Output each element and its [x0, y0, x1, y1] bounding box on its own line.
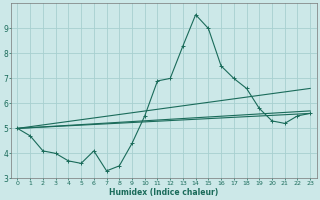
X-axis label: Humidex (Indice chaleur): Humidex (Indice chaleur)	[109, 188, 219, 197]
